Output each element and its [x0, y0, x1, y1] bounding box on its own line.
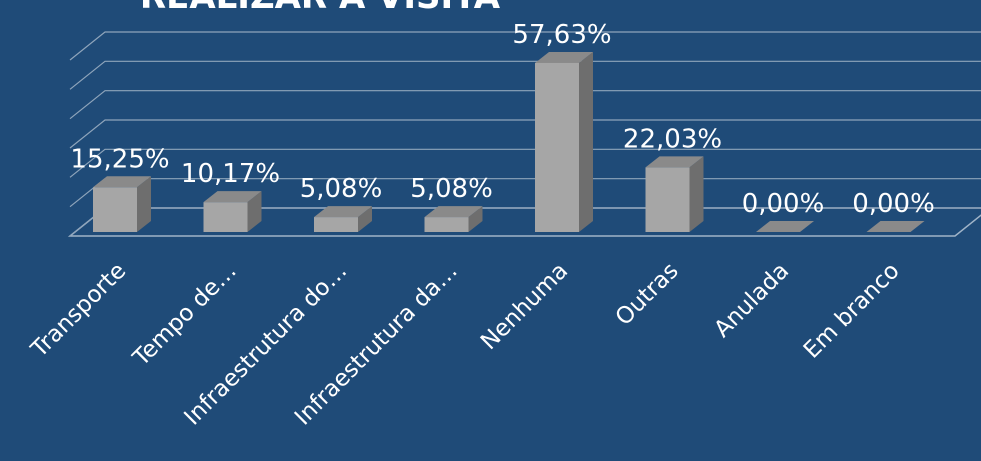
bar [535, 51, 593, 233]
grid-line [69, 60, 981, 90]
bar-side [689, 156, 704, 232]
bar [314, 206, 372, 232]
bar-top [203, 191, 262, 203]
value-label: 0,00% [852, 189, 935, 219]
chart-title: REALIZAR A VISITA [140, 0, 501, 17]
value-label: 57,63% [512, 20, 611, 50]
bar [93, 176, 151, 232]
value-label: 0,00% [742, 189, 825, 219]
bar-side [137, 176, 151, 232]
bar-top [535, 51, 593, 63]
bar [756, 221, 814, 232]
bar-top [756, 221, 814, 232]
bar-front [424, 217, 469, 232]
grid-line [69, 148, 981, 178]
bar-front [314, 217, 358, 232]
bar-front [645, 167, 690, 232]
bar-front [203, 202, 248, 232]
bar [424, 206, 483, 232]
value-label: 22,03% [623, 124, 722, 154]
bar-top [314, 206, 372, 218]
grid-line [69, 119, 981, 149]
bar-top [866, 221, 925, 232]
value-label: 15,25% [70, 144, 169, 174]
bar-top [424, 206, 483, 218]
value-label: 5,08% [410, 174, 493, 204]
bar-front [93, 187, 137, 232]
bar-side [358, 206, 372, 232]
bar-top [93, 176, 151, 188]
bar [645, 156, 704, 232]
bar [203, 191, 262, 232]
bar-side [247, 191, 262, 232]
grid-line [69, 90, 981, 120]
value-label: 10,17% [181, 159, 280, 189]
grid-line [69, 31, 981, 61]
bar-side [468, 206, 483, 232]
bar-side [579, 51, 593, 233]
bar [866, 221, 925, 232]
bar-top [645, 156, 704, 168]
bar-front [535, 62, 579, 233]
value-label: 5,08% [300, 174, 383, 204]
